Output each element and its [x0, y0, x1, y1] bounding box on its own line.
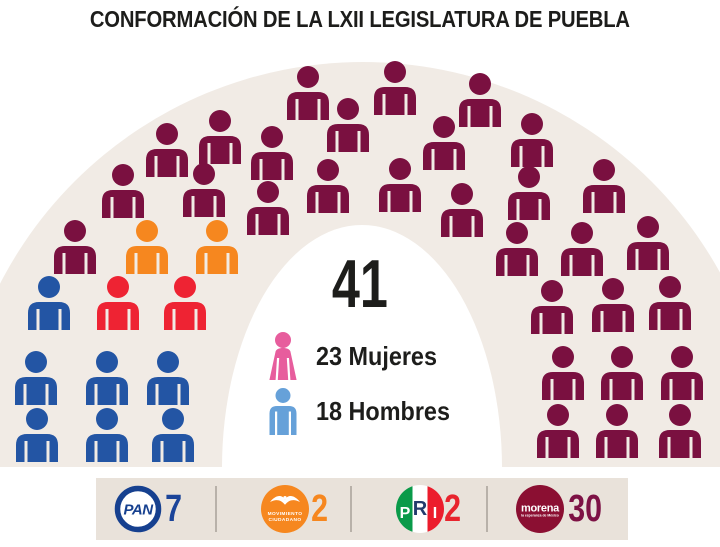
- svg-text:I: I: [433, 505, 437, 522]
- morena-count: 30: [568, 488, 603, 530]
- seat-morena: [305, 159, 351, 213]
- seat-morena: [506, 166, 552, 220]
- seat-pan: [26, 276, 72, 330]
- seat-morena: [590, 278, 636, 332]
- seat-morena: [647, 276, 693, 330]
- seat-morena: [325, 98, 371, 152]
- pri-count: 2: [444, 488, 462, 530]
- seat-morena: [144, 123, 190, 177]
- seat-morena: [529, 280, 575, 334]
- seat-morena: [494, 222, 540, 276]
- seat-morena: [599, 346, 645, 400]
- seat-morena: [657, 404, 703, 458]
- pan-logo: PAN: [114, 485, 162, 533]
- legend-divider: [486, 486, 488, 532]
- seat-morena: [52, 220, 98, 274]
- legend-divider: [215, 486, 217, 532]
- seat-morena: [581, 159, 627, 213]
- legend-divider: [350, 486, 352, 532]
- seat-mc: [124, 220, 170, 274]
- seat-pri: [162, 276, 208, 330]
- seat-morena: [509, 113, 555, 167]
- seat-morena: [249, 126, 295, 180]
- seat-morena: [181, 163, 227, 217]
- seat-morena: [659, 346, 705, 400]
- seat-pan: [84, 351, 130, 405]
- svg-text:MOVIMIENTO: MOVIMIENTO: [268, 511, 303, 517]
- seat-pan: [84, 408, 130, 462]
- svg-text:morena: morena: [521, 503, 560, 515]
- seat-morena: [372, 61, 418, 115]
- total-seats: 41: [332, 246, 388, 322]
- seat-pan: [13, 351, 59, 405]
- seat-morena: [421, 116, 467, 170]
- seat-pri: [95, 276, 141, 330]
- seat-morena: [377, 158, 423, 212]
- pan-count: 7: [165, 488, 183, 530]
- women-row: 23 Mujeres: [268, 332, 450, 380]
- seat-morena: [439, 183, 485, 237]
- seat-morena: [285, 66, 331, 120]
- svg-text:R: R: [413, 498, 428, 520]
- seat-morena: [625, 216, 671, 270]
- woman-icon: [269, 332, 297, 380]
- men-row: 18 Hombres: [268, 388, 465, 435]
- page-title: CONFORMACIÓN DE LA LXII LEGISLATURA DE P…: [89, 6, 631, 32]
- svg-text:P: P: [400, 505, 411, 522]
- svg-text:CIUDADANO: CIUDADANO: [269, 517, 302, 523]
- seat-morena: [594, 404, 640, 458]
- men-label: 18 Hombres: [316, 396, 450, 426]
- svg-text:la esperanza de México: la esperanza de México: [521, 514, 559, 518]
- legend-bar: PAN 7 MOVIMIENTO CIUDADANO 2 P R I 2: [96, 478, 628, 540]
- seat-morena: [457, 73, 503, 127]
- man-icon: [269, 388, 297, 435]
- seat-morena: [245, 181, 291, 235]
- seat-pan: [145, 351, 191, 405]
- seat-mc: [194, 220, 240, 274]
- seat-morena: [535, 404, 581, 458]
- seat-morena: [559, 222, 605, 276]
- seat-morena: [540, 346, 586, 400]
- mc-count: 2: [311, 488, 329, 530]
- seat-pan: [14, 408, 60, 462]
- seat-morena: [100, 164, 146, 218]
- seat-pan: [150, 408, 196, 462]
- morena-logo: morena la esperanza de México: [516, 485, 564, 533]
- women-label: 23 Mujeres: [316, 340, 437, 371]
- pri-logo: P R I: [396, 485, 444, 533]
- mc-logo: MOVIMIENTO CIUDADANO: [261, 485, 309, 533]
- seat-morena: [197, 110, 243, 164]
- svg-text:PAN: PAN: [123, 502, 154, 519]
